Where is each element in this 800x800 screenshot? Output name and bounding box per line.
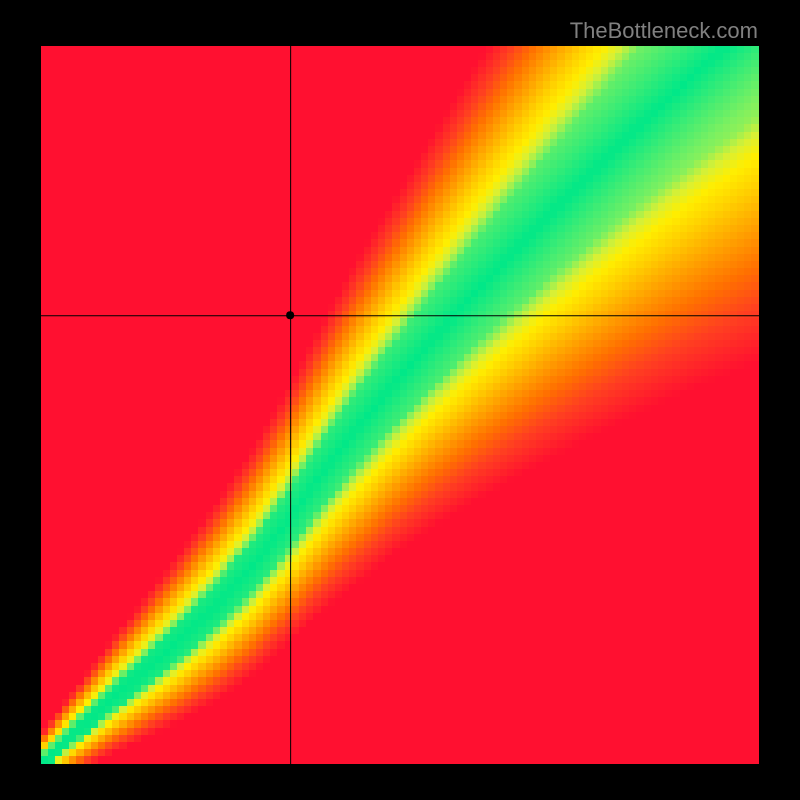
chart-frame: TheBottleneck.com — [0, 0, 800, 800]
watermark-text: TheBottleneck.com — [570, 18, 758, 44]
heatmap-canvas — [41, 46, 759, 764]
heatmap-plot — [41, 46, 759, 764]
